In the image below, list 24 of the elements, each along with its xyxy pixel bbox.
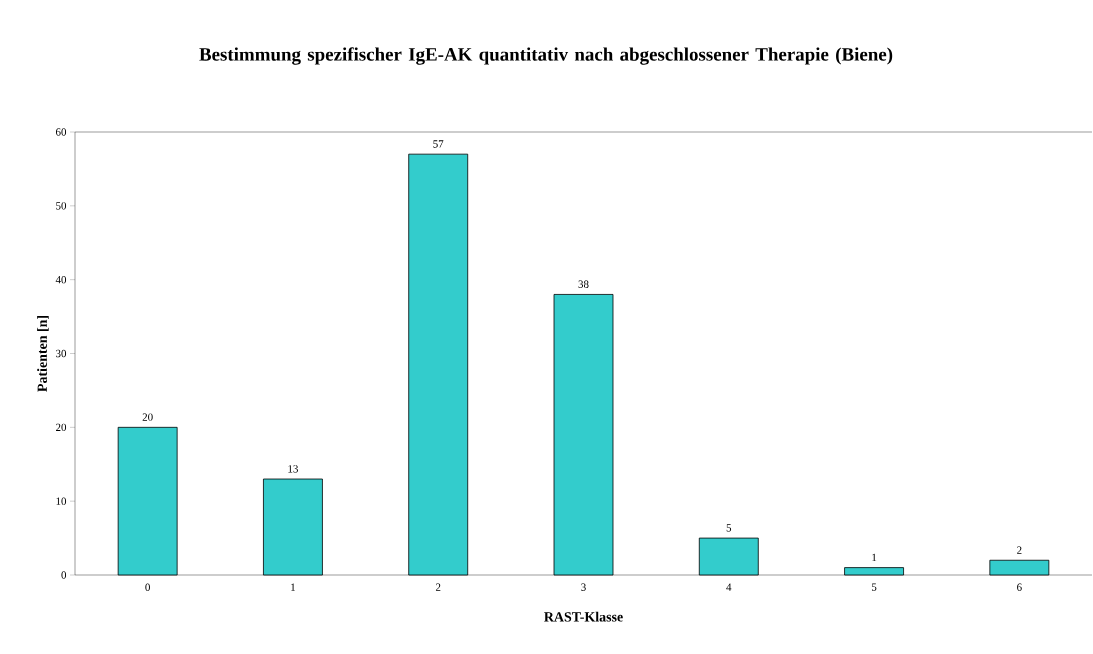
y-tick-label: 50 <box>56 202 67 210</box>
x-tick-label: 2 <box>435 583 441 591</box>
chart-title: Bestimmung spezifischer IgE-AK quantitativ nach abgeschlossener Therapie (Biene) <box>199 47 893 65</box>
x-tick-label: 5 <box>871 583 877 591</box>
y-tick-label: 40 <box>55 275 67 284</box>
y-tick-label: 20 <box>56 423 67 432</box>
data-label: 20 <box>142 413 153 421</box>
data-label: 1 <box>872 553 877 562</box>
x-tick-label: 0 <box>145 583 150 591</box>
y-tick-label: 10 <box>56 497 67 505</box>
x-axis-title: RAST-Klasse <box>544 611 623 622</box>
y-tick-label: 60 <box>55 128 67 136</box>
x-tick-label: 1 <box>291 583 295 591</box>
data-label: 38 <box>578 280 589 288</box>
y-axis-title: Patienten [n] <box>37 315 49 392</box>
y-tick-label: 0 <box>61 571 67 579</box>
y-tick-label: 30 <box>56 349 67 358</box>
x-tick-label: 3 <box>581 583 586 591</box>
x-tick-label: 4 <box>726 583 732 591</box>
data-label: 5 <box>726 524 732 532</box>
data-label: 13 <box>288 465 298 473</box>
data-label: 57 <box>433 140 444 148</box>
data-label: 2 <box>1017 546 1022 554</box>
x-tick-label: 6 <box>1017 583 1022 591</box>
